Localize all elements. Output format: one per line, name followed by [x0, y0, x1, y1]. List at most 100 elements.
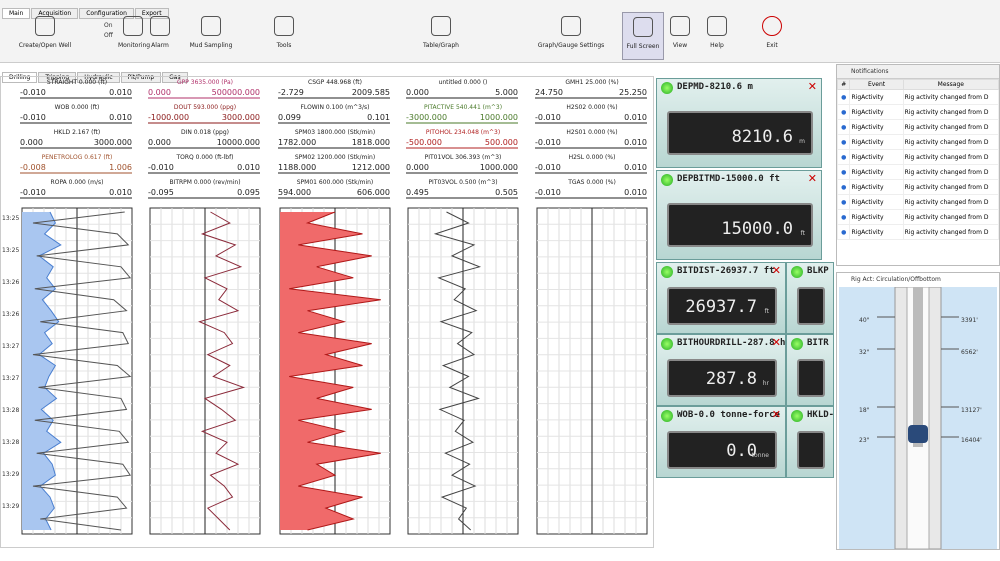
time-label: 13:28 [2, 407, 19, 414]
casing-depth: 13127' [961, 407, 982, 414]
curve [289, 211, 381, 531]
tab[interactable]: Configuration [79, 8, 134, 19]
toolbar-button[interactable]: Monitoring [118, 12, 151, 58]
scale-min: -0.010 [20, 88, 46, 97]
button-icon [431, 16, 451, 36]
cell: Rig activity changed from D [902, 164, 1000, 180]
cell: RigActivity [849, 209, 904, 225]
notification-row: ● RigActivity Rig activity changed from D [836, 89, 1000, 105]
close-button[interactable]: ✕ [771, 336, 781, 349]
gauge-title: WOB-0.0 tonne-force [677, 410, 780, 420]
scale-min: 0.000 [148, 88, 171, 97]
time-label: 13:29 [2, 503, 19, 510]
notification-row: ● RigActivity Rig activity changed from D [836, 194, 1000, 210]
toolbar-button[interactable]: Table/Graph [376, 12, 506, 58]
gauge-title: HKLD- [807, 410, 834, 420]
info-icon: ● [836, 194, 851, 210]
sub-tab[interactable]: Tripping [38, 72, 77, 83]
button-icon [561, 16, 581, 36]
digital-display [797, 431, 825, 469]
cell: Rig activity changed from D [902, 209, 1000, 225]
gauge: BLKP [786, 262, 834, 334]
sub-tab[interactable]: Drilling [2, 72, 38, 83]
curve [38, 211, 62, 531]
scale-min: 0.495 [406, 188, 429, 197]
close-button[interactable]: ✕ [807, 80, 817, 93]
cell: Rig activity changed from D [902, 149, 1000, 165]
button-label: Monitoring [118, 42, 151, 49]
toolbar-button[interactable]: View [668, 12, 692, 58]
status-led [661, 338, 673, 350]
scale-max: 1000.000 [480, 163, 518, 172]
tab[interactable]: Main [2, 8, 31, 19]
scale-min: -0.010 [535, 113, 561, 122]
scale-min: -3000.000 [406, 113, 447, 122]
sub-tab[interactable]: Gas [162, 72, 188, 83]
radio-option[interactable]: Off [104, 32, 113, 39]
scale-max: 0.095 [237, 188, 260, 197]
toolbar-button[interactable]: Alarm [146, 12, 174, 58]
button-label: Exit [766, 42, 778, 49]
log-panel [0, 76, 654, 548]
notification-row: ● RigActivity Rig activity changed from D [836, 224, 1000, 240]
time-label: 13:29 [2, 471, 19, 478]
close-button[interactable]: ✕ [771, 408, 781, 421]
toolbar-button[interactable]: Help [700, 12, 734, 58]
column-header: # [836, 79, 851, 90]
curve-name: WOB 0.000 (ft) [55, 104, 100, 111]
toolbar-button[interactable]: Mud Sampling [186, 12, 236, 58]
scale-min: -0.010 [20, 188, 46, 197]
scale-max: 2009.585 [352, 88, 390, 97]
display-unit: hr [762, 380, 769, 387]
scale-max: 1818.000 [352, 138, 390, 147]
cell: Rig activity changed from D [902, 194, 1000, 210]
curve-name: untitled 0.000 () [439, 79, 488, 86]
digital-display: 287.8 hr [667, 359, 777, 397]
gauge: DEPBITMD-15000.0 ft ✕ 15000.0 ft [656, 170, 822, 260]
scale-max: 0.101 [367, 113, 390, 122]
radio-option[interactable]: On [104, 22, 113, 29]
scale-min: -0.010 [535, 163, 561, 172]
close-button[interactable]: ✕ [807, 172, 817, 185]
casing-size: 32" [859, 349, 870, 356]
notification-row: ● RigActivity Rig activity changed from D [836, 104, 1000, 120]
curve-name: H2SL 0.000 (%) [569, 154, 616, 161]
scale-max: 0.010 [109, 113, 132, 122]
digital-display: 0.0 tonne [667, 431, 777, 469]
notification-panel: Notifications # Event Message ● RigActivity Ri… [836, 64, 1000, 266]
gauge: DEPMD-8210.6 m ✕ 8210.6 m [656, 78, 822, 168]
cell: RigActivity [849, 119, 904, 135]
toolbar-button[interactable]: Create/Open Well [10, 12, 80, 58]
sub-tab[interactable]: Pit/Pump [120, 72, 162, 83]
button-icon [670, 16, 690, 36]
casing-size: 40" [859, 317, 870, 324]
digital-display [797, 287, 825, 325]
scale-min: -0.010 [535, 188, 561, 197]
curve-name: PITACTIVE 540.441 (m^3) [424, 104, 502, 111]
cell: Rig activity changed from D [902, 179, 1000, 195]
notification-row: ● RigActivity Rig activity changed from D [836, 119, 1000, 135]
sub-tab[interactable]: Hydraulic [77, 72, 120, 83]
scale-min: -0.095 [148, 188, 174, 197]
close-button[interactable]: ✕ [771, 264, 781, 277]
gauge-title: DEPMD-8210.6 m [677, 82, 753, 92]
sub-tab-bar: Drilling Tripping Hydraulic Pit/Pump Gas [2, 64, 652, 83]
toolbar-button[interactable]: Full Screen [622, 12, 664, 60]
scale-max: 500.000 [485, 138, 518, 147]
toolbar-button[interactable]: Exit [752, 12, 792, 58]
gauge-panel: DEPMD-8210.6 m ✕ 8210.6 m DEPBITMD-15000.0 f… [654, 76, 834, 546]
button-icon [274, 16, 294, 36]
cell: RigActivity [849, 134, 904, 150]
digital-display: 26937.7 ft [667, 287, 777, 325]
toolbar-button[interactable]: Tools [262, 12, 306, 58]
cell: RigActivity [849, 89, 904, 105]
display-unit: tonne [751, 452, 769, 459]
curve-name: ROPA 0.000 (m/s) [51, 179, 104, 186]
curve-name: TGAS 0.000 (%) [567, 179, 616, 186]
time-label: 13:26 [2, 279, 19, 286]
toolbar-button[interactable]: Graph/Gauge Settings [531, 12, 611, 58]
notification-row: ● RigActivity Rig activity changed from D [836, 179, 1000, 195]
scale-max: 0.010 [624, 113, 647, 122]
scale-max: 25.250 [619, 88, 647, 97]
scale-min: -0.008 [20, 163, 46, 172]
